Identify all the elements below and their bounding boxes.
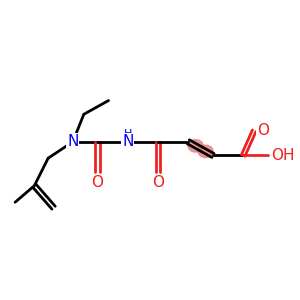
Text: O: O: [257, 123, 269, 138]
Text: H: H: [124, 129, 132, 139]
Text: N: N: [122, 134, 134, 149]
Ellipse shape: [198, 145, 213, 158]
Text: O: O: [92, 175, 104, 190]
Text: N: N: [67, 134, 79, 149]
Ellipse shape: [188, 140, 203, 152]
Text: OH: OH: [271, 148, 294, 163]
Text: O: O: [152, 175, 164, 190]
